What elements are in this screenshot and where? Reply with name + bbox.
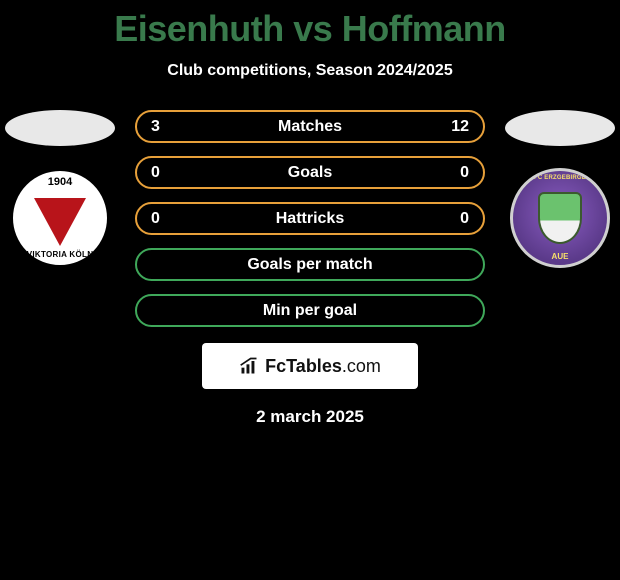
stat-value-right: 0 — [429, 210, 469, 228]
stat-value-right: 0 — [429, 164, 469, 182]
badge-text-bot: AUE — [513, 252, 607, 261]
stat-row: 0Goals0 — [135, 156, 485, 189]
badge-year: 1904 — [16, 176, 104, 188]
player-photo-right — [505, 110, 615, 146]
badge-shield-icon — [538, 192, 582, 244]
stat-rows: 3Matches120Goals00Hattricks0Goals per ma… — [135, 110, 485, 327]
comparison-container: 1904 VIKTORIA KÖLN FC ERZGEBIRGE AUE 3Ma… — [0, 110, 620, 427]
date-text: 2 march 2025 — [0, 407, 620, 427]
stat-label: Goals — [191, 164, 429, 182]
brand-badge[interactable]: FcTables.com — [202, 343, 418, 389]
subtitle: Club competitions, Season 2024/2025 — [0, 62, 620, 80]
chart-icon — [239, 356, 259, 376]
stat-value-right: 12 — [429, 118, 469, 136]
club-badge-right: FC ERZGEBIRGE AUE — [510, 168, 610, 268]
stat-value-left: 0 — [151, 210, 191, 228]
badge-club-name: VIKTORIA KÖLN — [27, 250, 94, 259]
badge-text-top: FC ERZGEBIRGE — [513, 175, 607, 181]
brand-text: FcTables.com — [265, 356, 381, 377]
club-badge-left: 1904 VIKTORIA KÖLN — [10, 168, 110, 268]
stat-value-left: 0 — [151, 164, 191, 182]
stat-label: Min per goal — [191, 302, 429, 320]
badge-v-icon — [34, 198, 86, 246]
left-player-col: 1904 VIKTORIA KÖLN — [0, 110, 120, 268]
stat-row: Min per goal — [135, 294, 485, 327]
right-player-col: FC ERZGEBIRGE AUE — [500, 110, 620, 268]
player-photo-left — [5, 110, 115, 146]
page-title: Eisenhuth vs Hoffmann — [0, 0, 620, 50]
stat-row: Goals per match — [135, 248, 485, 281]
stat-label: Matches — [191, 118, 429, 136]
stat-value-left: 3 — [151, 118, 191, 136]
stat-row: 0Hattricks0 — [135, 202, 485, 235]
stat-row: 3Matches12 — [135, 110, 485, 143]
stat-label: Hattricks — [191, 210, 429, 228]
stat-label: Goals per match — [191, 256, 429, 274]
